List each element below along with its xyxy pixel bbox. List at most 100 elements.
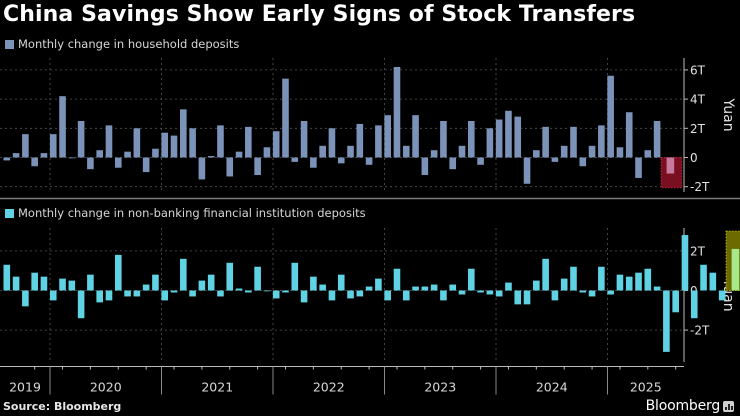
- bloomberg-logo: Bloomberg: [645, 398, 721, 414]
- bar: [523, 157, 531, 184]
- bar: [328, 290, 336, 301]
- bar: [310, 157, 317, 168]
- legend-label-nbfi: Monthly change in non-banking financial …: [18, 206, 366, 220]
- bar: [180, 258, 187, 291]
- bar: [217, 290, 224, 297]
- legend-household: Monthly change in household deposits: [5, 37, 239, 51]
- bar: [718, 290, 726, 301]
- bar: [254, 266, 261, 291]
- x-year-label: 2024: [536, 380, 568, 395]
- bar: [421, 157, 429, 176]
- legend-nbfi: Monthly change in non-banking financial …: [5, 206, 366, 220]
- x-year-label: 2021: [201, 380, 233, 395]
- bar: [105, 125, 113, 158]
- bar: [282, 290, 289, 293]
- bar: [458, 290, 466, 295]
- bar: [96, 150, 103, 158]
- bar: [105, 290, 113, 301]
- bar: [310, 276, 317, 291]
- bar: [700, 264, 707, 291]
- bar: [291, 262, 299, 291]
- y-tick-label: 6T: [690, 63, 706, 77]
- bar: [375, 125, 382, 158]
- bar: [124, 290, 131, 297]
- bar: [430, 284, 438, 291]
- x-year-label: 2023: [424, 380, 456, 395]
- bar: [542, 258, 549, 291]
- x-year-label: 2020: [90, 380, 122, 395]
- bar: [12, 276, 20, 291]
- bloomberg-chart-icon: [723, 401, 734, 412]
- bar: [133, 290, 141, 297]
- bar: [412, 286, 419, 291]
- x-year-label: 2022: [313, 380, 345, 395]
- bar: [495, 119, 503, 158]
- bar: [681, 235, 689, 291]
- bar: [319, 284, 326, 291]
- bar: [607, 290, 614, 295]
- x-year-label: 2025: [630, 380, 662, 395]
- y-axis-label: Yuan: [720, 97, 736, 131]
- y-tick-label: -2T: [690, 324, 710, 338]
- bar: [347, 145, 354, 158]
- bar: [170, 290, 178, 293]
- bar: [77, 290, 85, 319]
- bar: [152, 148, 159, 158]
- bar: [3, 264, 11, 291]
- bar: [635, 157, 642, 178]
- y-tick-label: -2T: [690, 180, 710, 194]
- bar: [514, 290, 522, 305]
- bar: [523, 290, 531, 305]
- bar: [12, 153, 20, 158]
- bar: [412, 115, 419, 158]
- bar: [161, 290, 169, 301]
- bar: [440, 290, 447, 301]
- bar: [198, 157, 206, 180]
- bar: [40, 153, 48, 158]
- bar: [337, 274, 345, 291]
- bar: [495, 290, 503, 297]
- bar: [133, 128, 141, 158]
- bar: [514, 116, 522, 158]
- bar: [59, 278, 66, 291]
- bar: [235, 151, 243, 158]
- bar: [31, 272, 38, 291]
- bar: [49, 290, 57, 301]
- bar: [40, 276, 48, 291]
- bar: [282, 78, 289, 158]
- bar: [22, 290, 29, 307]
- bar: [142, 284, 150, 291]
- bar: [198, 280, 206, 291]
- legend-swatch-nbfi: [5, 208, 14, 218]
- bar: [77, 121, 85, 158]
- bar: [3, 157, 11, 161]
- bar: [300, 290, 308, 303]
- bar: [653, 286, 661, 291]
- bar: [87, 274, 94, 291]
- y-tick-label: 2T: [690, 244, 706, 258]
- bar: [365, 286, 373, 291]
- bar: [384, 290, 391, 301]
- bar: [114, 157, 122, 168]
- bar: [625, 276, 633, 291]
- bar: [226, 157, 234, 177]
- bar: [393, 268, 401, 291]
- bar: [588, 290, 596, 297]
- bar: [375, 278, 382, 291]
- bar: [430, 150, 438, 158]
- bar: [272, 290, 280, 299]
- bar: [393, 66, 401, 158]
- x-year-label: 2019: [9, 380, 41, 395]
- bar: [170, 135, 178, 158]
- bar: [551, 157, 559, 162]
- bar: [87, 157, 94, 170]
- bar: [263, 290, 271, 292]
- bar: [254, 157, 261, 176]
- bar: [449, 157, 457, 170]
- bar: [31, 157, 38, 167]
- bar: [533, 280, 540, 291]
- bar: [598, 266, 605, 291]
- bar: [59, 96, 66, 158]
- bar: [486, 290, 494, 295]
- y-tick-label: 4T: [690, 93, 706, 107]
